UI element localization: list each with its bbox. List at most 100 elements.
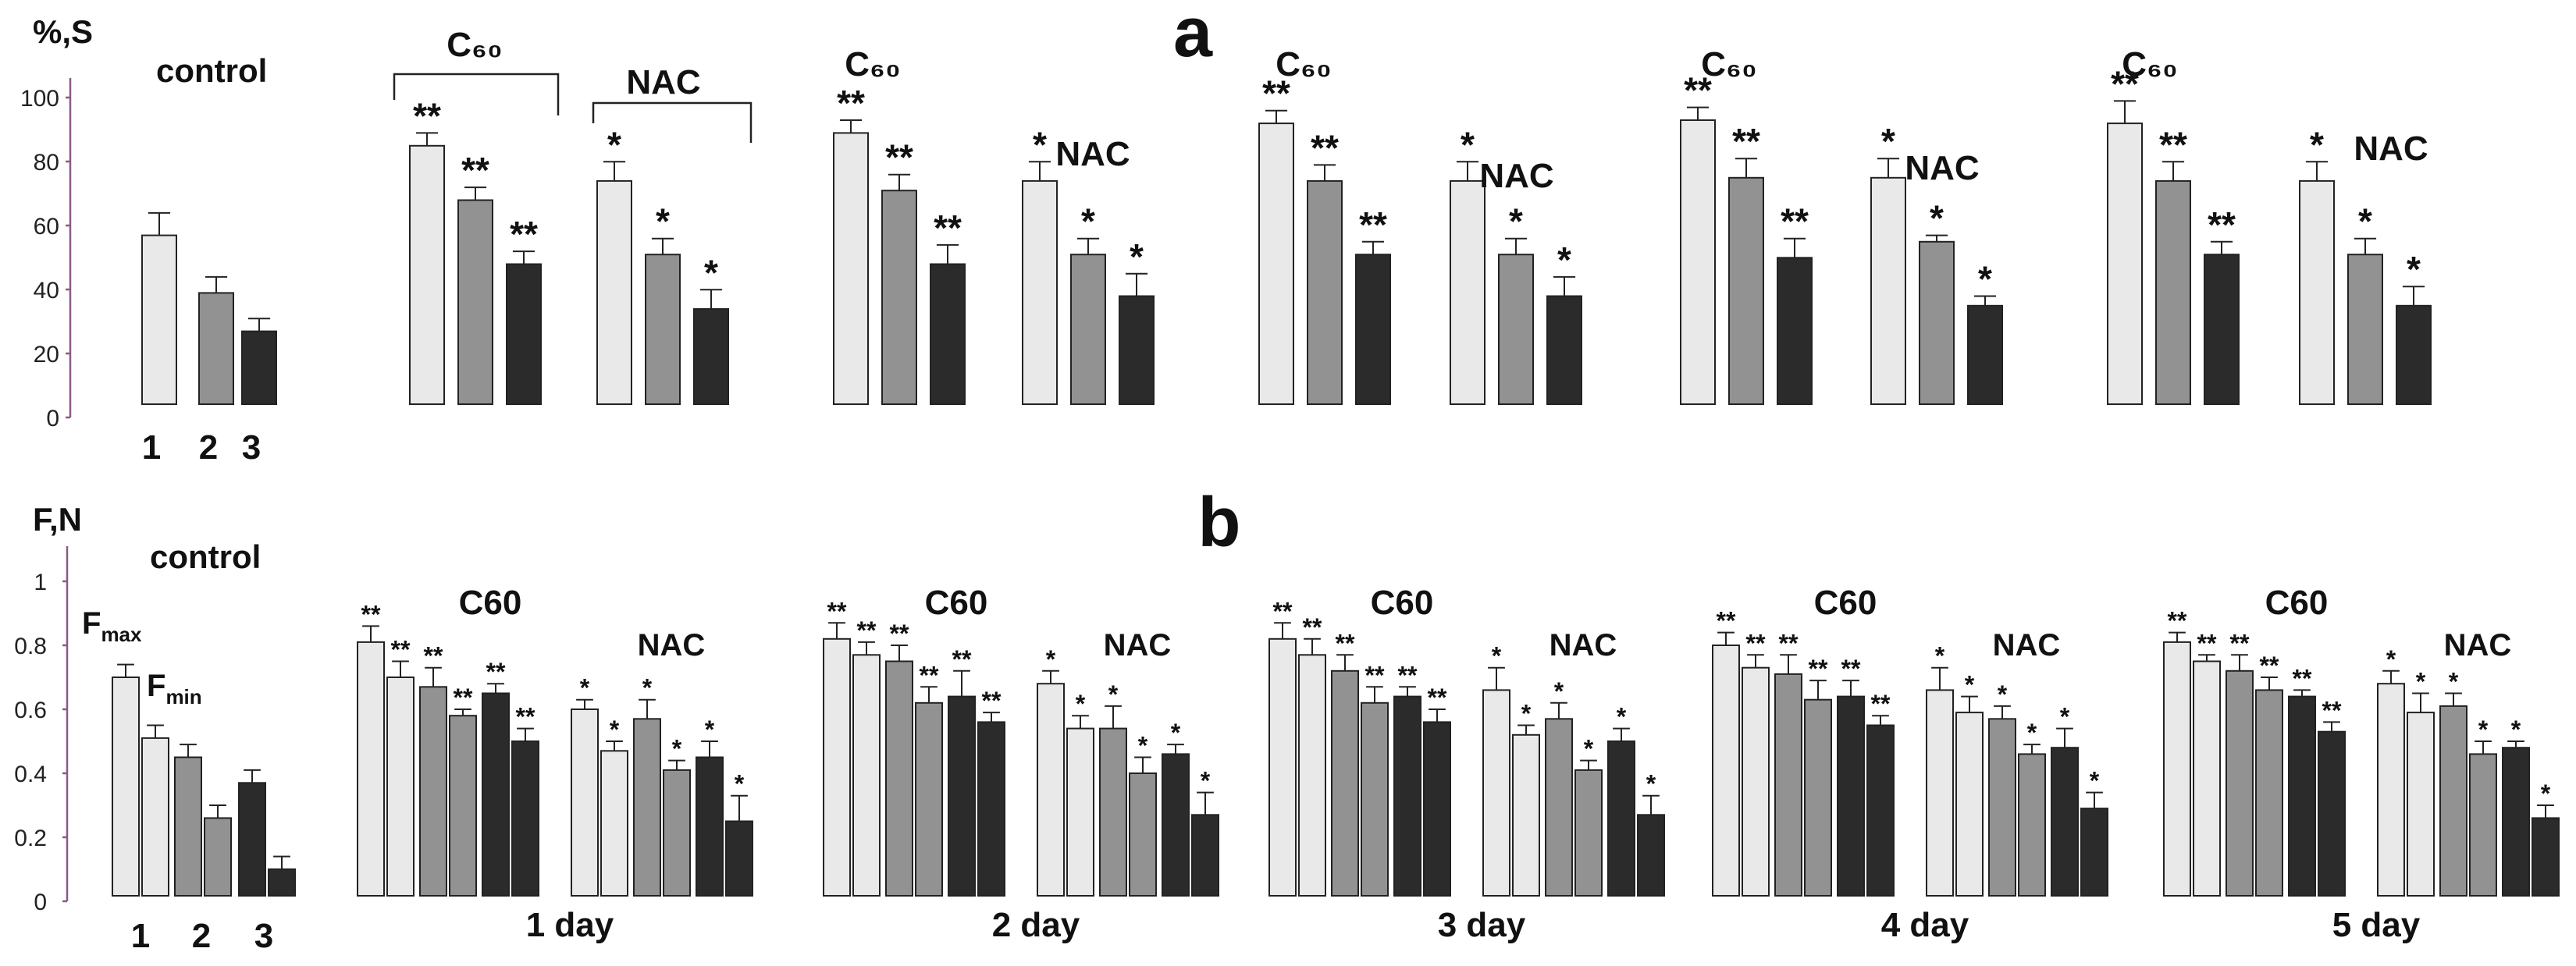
panel-a-group-label: C₆₀ bbox=[1276, 45, 1332, 83]
panel-a-bar bbox=[1355, 254, 1391, 406]
panel-a-control-bar-error-bar bbox=[205, 275, 228, 293]
panel-a-significance-mark: ** bbox=[2111, 63, 2139, 104]
panel-b-significance-mark: ** bbox=[1871, 690, 1891, 718]
panel-b-significance-mark: * bbox=[735, 770, 745, 798]
panel-b-fmax-bar bbox=[1712, 645, 1740, 897]
panel-a-significance-mark: * bbox=[1081, 201, 1095, 242]
panel-a-bar bbox=[1070, 254, 1106, 406]
panel-a-significance-mark: * bbox=[2310, 124, 2324, 165]
panel-a-control-bar-error-bar bbox=[148, 211, 171, 236]
panel-b-significance-mark: * bbox=[1617, 703, 1627, 731]
panel-b-fmax-bar-error-bar bbox=[2056, 727, 2073, 748]
panel-b-fmin-bar-error-bar bbox=[1747, 654, 1764, 668]
panel-b-significance-mark: ** bbox=[391, 636, 411, 664]
panel-a-significance-mark: ** bbox=[1781, 201, 1809, 242]
panel-b-significance-mark: * bbox=[672, 735, 682, 763]
panel-a-bar bbox=[2396, 304, 2432, 405]
panel-b-significance-mark: * bbox=[2478, 716, 2489, 744]
panel-b-fmax-bar bbox=[948, 695, 976, 897]
panel-a-group-label: NAC bbox=[1905, 149, 1979, 187]
panel-a-significance-mark: ** bbox=[1732, 121, 1760, 162]
panel-b-fmin-bar bbox=[2080, 808, 2108, 897]
panel-b-fmax-bar bbox=[2163, 641, 2191, 897]
panel-a-bar-error-bar bbox=[1504, 237, 1528, 255]
panel-b-significance-mark: * bbox=[1935, 642, 1945, 670]
panel-b-fmin-bar-error-bar bbox=[983, 712, 1000, 723]
panel-a-bar-error-bar bbox=[888, 173, 911, 191]
panel-b-significance-mark: * bbox=[2027, 719, 2037, 747]
panel-b-fmax-bar bbox=[1607, 740, 1635, 897]
panel-b-significance-mark: * bbox=[580, 674, 590, 702]
panel-b-fmax-bar bbox=[2377, 683, 2405, 897]
panel-a-bar-error-bar bbox=[839, 119, 863, 133]
panel-a-significance-mark: ** bbox=[461, 150, 489, 190]
panel-b-significance-mark: ** bbox=[1303, 613, 1322, 641]
panel-a-category-label: 2 bbox=[199, 428, 218, 467]
panel-a-bar-error-bar bbox=[1361, 240, 1385, 255]
panel-b-plot: 00.20.40.60.811 2 3**** **************C60NA… bbox=[14, 546, 2560, 955]
panel-b-fmax-bar bbox=[2051, 747, 2079, 897]
panel-b-control-fmin-bar bbox=[268, 868, 296, 897]
panel-a-group-label: NAC bbox=[1055, 135, 1130, 173]
panel-b-significance-mark: ** bbox=[1809, 655, 1828, 683]
panel-a-bar-error-bar bbox=[512, 250, 535, 265]
panel-a-bar bbox=[2299, 179, 2335, 405]
panel-a-y-tick-label: 100 bbox=[20, 86, 59, 112]
panel-a-bar bbox=[1119, 295, 1155, 405]
panel-a-significance-mark: * bbox=[2358, 201, 2372, 242]
panel-b-significance-mark: ** bbox=[2322, 696, 2342, 724]
panel-b-fmax-bar bbox=[1268, 637, 1297, 897]
panel-a-group-label: NAC bbox=[1479, 157, 1553, 195]
panel-b-day-label: 1 day bbox=[526, 906, 614, 944]
panel-a-bar-error-bar bbox=[1553, 275, 1576, 297]
panel-a-significance-mark: * bbox=[1978, 259, 1992, 300]
panel-b-nac-label: NAC bbox=[1993, 628, 2061, 662]
panel-a-significance-mark: * bbox=[1461, 124, 1475, 165]
panel-b-fmax-bar bbox=[1837, 695, 1865, 897]
panel-a-significance-mark: * bbox=[607, 124, 621, 165]
panel-b-fmax-bar-error-bar bbox=[576, 698, 593, 709]
panel-b-significance-mark: ** bbox=[857, 616, 877, 645]
panel-b-fmin-bar bbox=[449, 715, 477, 897]
panel-b-fmin-bar bbox=[1512, 733, 1540, 897]
panel-a-bar-error-bar bbox=[1735, 158, 1758, 178]
panel-b-fmax-bar-error-bar bbox=[1399, 686, 1416, 697]
panel-a-bar bbox=[1919, 240, 1955, 405]
panel-b-fmin-bar bbox=[1955, 712, 1984, 897]
panel-b-fmin-bar bbox=[1423, 721, 1451, 897]
panel-label-a: a bbox=[1173, 0, 1213, 72]
bracket-nac bbox=[592, 101, 753, 143]
panel-b-y-tick-label: 1 bbox=[34, 570, 47, 595]
panel-b-fmin-bar-error-bar bbox=[731, 794, 748, 822]
panel-a-bar bbox=[930, 263, 966, 405]
panel-b-fmin-bar bbox=[1574, 769, 1603, 897]
panel-b-fmax-bar-error-bar bbox=[2507, 740, 2524, 748]
panel-b-fmax-bar bbox=[633, 718, 661, 897]
panel-a-y-tick-label: 0 bbox=[46, 406, 59, 432]
panel-b-fmax-bar-error-bar bbox=[487, 683, 504, 694]
panel-b-fmin-bar bbox=[1866, 724, 1895, 897]
panel-a-bar-error-bar bbox=[651, 237, 674, 255]
panel-b-significance-mark: ** bbox=[2168, 607, 2187, 635]
panel-b-fmax-bar-error-bar bbox=[1550, 701, 1567, 719]
panel-a-bar-error-bar bbox=[415, 132, 439, 146]
panel-a-significance-mark: ** bbox=[1684, 70, 1712, 111]
panel-b-control-fmin-bar bbox=[141, 737, 169, 897]
panel-b-fmin-bar-error-bar bbox=[1197, 791, 1214, 815]
panel-label-b: b bbox=[1198, 484, 1241, 562]
panel-b-fmin-bar-error-bar bbox=[1366, 686, 1383, 703]
panel-a-bar-error-bar bbox=[2113, 100, 2137, 124]
panel-b-category-label: 2 bbox=[192, 917, 211, 955]
panel-b-fmin-bar-error-bar bbox=[2475, 740, 2492, 755]
panel-b-control-fmin-bar bbox=[204, 817, 232, 897]
panel-b-fmin-bar bbox=[2018, 753, 2046, 897]
panel-b-significance-mark: * bbox=[2449, 668, 2459, 696]
panel-b-fmin-bar bbox=[2469, 753, 2497, 897]
panel-a-control-bar-error-bar bbox=[247, 318, 271, 332]
panel-b-fmax-bar-error-bar bbox=[362, 625, 379, 642]
panel-b-fmax-bar-error-bar bbox=[1105, 705, 1122, 729]
panel-b-fmax-bar bbox=[2502, 747, 2530, 897]
panel-b-significance-mark: ** bbox=[1746, 629, 1766, 657]
panel-b-fmin-bar-error-bar bbox=[454, 709, 471, 716]
panel-b-fmin-bar-error-bar bbox=[2198, 654, 2215, 662]
